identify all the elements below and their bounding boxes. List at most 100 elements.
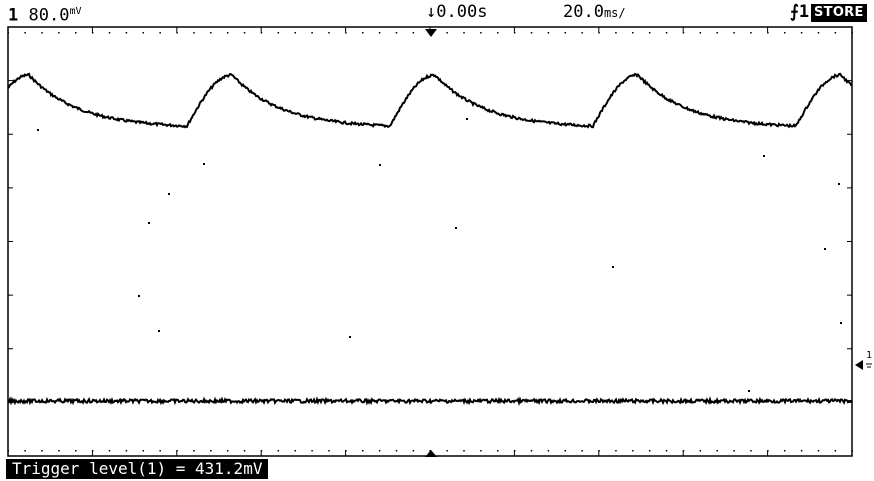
graticule-dot-top — [226, 32, 229, 34]
graticule-dot-top — [7, 32, 9, 34]
graticule-dot-bottom — [547, 450, 550, 452]
graticule-dot-bottom — [277, 450, 280, 452]
trigger-position-bottom-marker — [425, 450, 437, 457]
graticule-dot-top — [193, 32, 195, 34]
graticule-dot-bottom — [142, 450, 145, 452]
graticule-dot-bottom — [345, 450, 347, 452]
graticule-dot-top — [91, 32, 94, 34]
trigger-edge-icon: ↓ — [426, 2, 437, 22]
channel-ground-marker-icon — [855, 360, 863, 370]
graticule-dot-top — [530, 32, 533, 34]
graticule-dot-top — [699, 32, 702, 34]
time-reference-readout: ↓0.00s — [426, 1, 487, 23]
graticule-dot-bottom — [260, 450, 263, 452]
channel-scale-value: 80.0 — [28, 5, 70, 26]
graticule-dot-bottom — [361, 450, 364, 452]
noise-point — [466, 118, 468, 120]
graticule-dot-top — [345, 32, 347, 34]
graticule-dot-top — [361, 32, 364, 34]
graticule-dot-bottom — [58, 450, 60, 452]
waveform-trace-baseline — [7, 395, 853, 407]
graticule-dot-bottom — [851, 450, 853, 452]
graticule-dot-bottom — [311, 450, 313, 452]
noise-point — [203, 163, 205, 165]
graticule-dot-bottom — [395, 450, 398, 452]
graticule-dot-bottom — [564, 450, 567, 452]
waveform-trace-signal — [7, 72, 853, 129]
graticule-dot-bottom — [226, 450, 229, 452]
graticule-dot-bottom — [75, 450, 77, 452]
graticule-dot-bottom — [125, 450, 128, 452]
graticule-dot-top — [210, 32, 212, 34]
graticule-dot-bottom — [682, 450, 685, 452]
graticule-dot-top — [834, 32, 837, 34]
graticule-dot-bottom — [91, 450, 94, 452]
graticule-dot-bottom — [41, 450, 43, 452]
graticule — [7, 26, 853, 457]
graticule-dot-top — [598, 32, 600, 34]
trigger-position-top-marker — [425, 29, 437, 37]
graticule-dot-top — [581, 32, 583, 34]
noise-points — [37, 118, 842, 392]
graticule-dot-top — [395, 32, 398, 34]
graticule-dot-top — [800, 32, 803, 34]
noise-point — [612, 266, 614, 268]
graticule-dot-bottom — [328, 450, 330, 452]
graticule-dot-top — [277, 32, 280, 34]
graticule-dot-top — [311, 32, 313, 34]
noise-point — [748, 390, 750, 392]
graticule-dot-top — [513, 32, 516, 34]
graticule-dot-bottom — [581, 450, 583, 452]
graticule-dot-top — [58, 32, 60, 34]
store-mode-badge: STORE — [811, 4, 867, 22]
noise-point — [349, 336, 351, 338]
graticule-dot-top — [75, 32, 77, 34]
graticule-dot-top — [378, 32, 381, 34]
trigger-channel: 1 — [798, 2, 810, 22]
graticule-dot-top — [41, 32, 43, 34]
graticule-dot-bottom — [513, 450, 516, 452]
graticule-dot-bottom — [193, 450, 195, 452]
noise-point — [824, 248, 826, 250]
graticule-dot-top — [260, 32, 263, 34]
graticule-dot-top — [24, 32, 26, 34]
noise-point — [455, 227, 457, 229]
ground-marker-label: 1 — [866, 350, 872, 361]
graticule-dot-top — [446, 32, 448, 34]
trigger-source-readout: ⨍1 — [790, 1, 809, 23]
graticule-dot-bottom — [378, 450, 381, 452]
graticule-dot-bottom — [243, 450, 246, 452]
graticule-dot-top — [733, 32, 735, 34]
channel-scale-readout: 1 80.0mV — [8, 1, 82, 27]
graticule-dot-top — [108, 32, 111, 34]
graticule-dot-bottom — [412, 450, 415, 452]
time-reference-value: 0.00s — [436, 2, 488, 22]
graticule-dot-top — [328, 32, 330, 34]
graticule-dot-top — [648, 32, 651, 34]
graticule-dot-bottom — [665, 450, 668, 452]
graticule-dot-bottom — [463, 450, 465, 452]
graticule-dot-bottom — [817, 450, 820, 452]
graticule-dot-bottom — [800, 450, 803, 452]
noise-point — [158, 330, 160, 332]
graticule-dot-top — [412, 32, 415, 34]
graticule-dot-bottom — [480, 450, 482, 452]
channel-number: 1 — [8, 5, 19, 26]
graticule-dot-bottom — [24, 450, 26, 452]
time-scale-value: 20.0 — [563, 2, 604, 22]
status-message-bar: Trigger level(1) = 431.2mV — [6, 459, 269, 479]
noise-point — [838, 183, 840, 185]
graticule-dot-top — [682, 32, 685, 34]
graticule-dot-top — [564, 32, 567, 34]
graticule-dot-bottom — [615, 450, 617, 452]
graticule-dot-bottom — [446, 450, 448, 452]
graticule-dot-top — [783, 32, 786, 34]
graticule-dot-bottom — [767, 450, 769, 452]
noise-point — [168, 193, 170, 195]
graticule-dot-bottom — [159, 450, 161, 452]
graticule-dot-bottom — [530, 450, 533, 452]
graticule-dot-top — [547, 32, 550, 34]
noise-point — [148, 222, 150, 224]
graticule-dot-bottom — [497, 450, 499, 452]
